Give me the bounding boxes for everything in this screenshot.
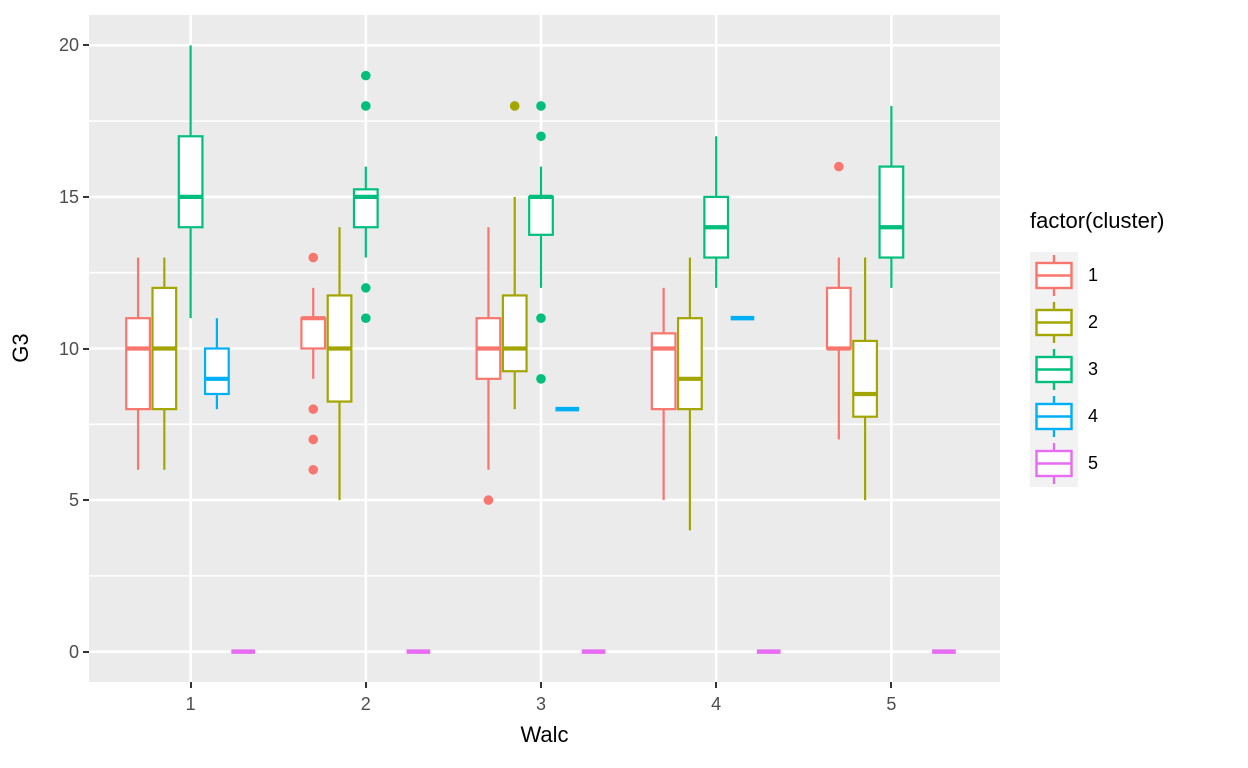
x-tick-mark-3 xyxy=(539,682,542,688)
x-tick-label-3: 3 xyxy=(535,694,546,714)
box-cluster-3-walc-3 xyxy=(528,195,554,236)
y-tick-label-0: 0 xyxy=(68,641,79,662)
legend-keys: 1 2 3 4 5 xyxy=(1030,252,1230,487)
legend-key-boxplot-icon xyxy=(1030,393,1078,440)
outlier-cluster-3-walc-2-y-11 xyxy=(361,313,371,323)
outlier-cluster-1-walc-3-y-5 xyxy=(483,495,494,505)
outlier-cluster-1-walc-2-y-7 xyxy=(308,434,319,445)
outlier-cluster-3-walc-2-y-12 xyxy=(361,283,371,293)
boxplot-glyph-icon xyxy=(1035,396,1073,437)
outlier-cluster-3-walc-3-y-18 xyxy=(536,101,546,111)
boxplot-glyph-icon xyxy=(1035,255,1073,296)
box-cluster-1-walc-5 xyxy=(825,286,852,350)
box-cluster-2-walc-4 xyxy=(676,317,703,411)
outlier-cluster-3-walc-3-y-17 xyxy=(536,131,546,142)
y-tick-label-5: 5 xyxy=(68,490,79,511)
box-cluster-2-walc-5 xyxy=(852,339,879,418)
legend-key-boxplot-icon xyxy=(1030,299,1078,346)
plot-panel xyxy=(89,15,1000,682)
y-tick-mark-5 xyxy=(83,499,89,502)
outlier-cluster-3-walc-3-y-11 xyxy=(536,313,546,323)
legend-entry-label: 4 xyxy=(1088,406,1099,426)
legend-entry-3: 3 xyxy=(1030,346,1230,393)
x-tick-mark-2 xyxy=(364,682,367,688)
y-tick-mark-0 xyxy=(83,650,89,653)
legend-key-boxplot-icon xyxy=(1030,252,1078,299)
legend-entry-4: 4 xyxy=(1030,393,1230,440)
box-cluster-4-walc-1 xyxy=(203,347,230,396)
legend-key-boxplot-icon xyxy=(1030,440,1078,487)
x-tick-label-5: 5 xyxy=(886,694,897,714)
outlier-cluster-3-walc-2-y-18 xyxy=(361,101,371,111)
legend-entry-1: 1 xyxy=(1030,252,1230,299)
y-tick-label-20: 20 xyxy=(58,35,79,56)
box-cluster-1-walc-2 xyxy=(300,317,327,350)
box-cluster-3-walc-1 xyxy=(177,135,204,229)
box-cluster-2-walc-3 xyxy=(501,294,528,373)
outlier-cluster-1-walc-2-y-6 xyxy=(308,464,319,475)
box-cluster-3-walc-5 xyxy=(878,165,905,259)
boxplot-glyph-icon xyxy=(1035,349,1073,390)
legend-entry-label: 1 xyxy=(1088,265,1099,285)
legend-entry-5: 5 xyxy=(1030,440,1230,487)
outlier-cluster-3-walc-2-y-19 xyxy=(361,70,371,81)
x-tick-label-4: 4 xyxy=(711,694,722,714)
x-tick-mark-5 xyxy=(890,682,893,688)
boxplot-canvas xyxy=(89,15,1000,682)
legend-title: factor(cluster) xyxy=(1030,208,1165,233)
boxplot-glyph-icon xyxy=(1035,443,1073,484)
x-tick-mark-1 xyxy=(189,682,192,688)
y-axis-title: G3 xyxy=(8,333,33,363)
box-cluster-1-walc-4 xyxy=(650,332,677,411)
legend-entry-2: 2 xyxy=(1030,299,1230,346)
y-tick-mark-15 xyxy=(83,195,89,198)
y-tick-mark-20 xyxy=(83,44,89,47)
legend-key-boxplot-icon xyxy=(1030,346,1078,393)
legend-entry-label: 3 xyxy=(1088,359,1099,379)
y-tick-mark-10 xyxy=(83,347,89,350)
legend: factor(cluster) 1 2 3 4 5 xyxy=(1030,208,1230,487)
x-tick-label-1: 1 xyxy=(185,694,196,714)
outlier-cluster-2-walc-3-y-18 xyxy=(509,101,520,111)
box-cluster-1-walc-1 xyxy=(125,317,151,411)
x-tick-mark-4 xyxy=(715,682,718,688)
outlier-cluster-1-walc-2-y-13 xyxy=(308,252,319,263)
outlier-cluster-3-walc-3-y-9 xyxy=(536,374,546,384)
outlier-cluster-1-walc-2-y-8 xyxy=(308,404,319,414)
y-tick-label-15: 15 xyxy=(58,186,79,207)
boxplot-glyph-icon xyxy=(1035,302,1073,343)
outlier-cluster-1-walc-5-y-16 xyxy=(834,161,844,172)
y-tick-label-10: 10 xyxy=(58,338,79,359)
legend-entry-label: 2 xyxy=(1088,312,1099,332)
legend-entry-label: 5 xyxy=(1088,453,1099,473)
x-axis-title: Walc xyxy=(520,722,569,747)
x-tick-label-2: 2 xyxy=(360,694,371,714)
